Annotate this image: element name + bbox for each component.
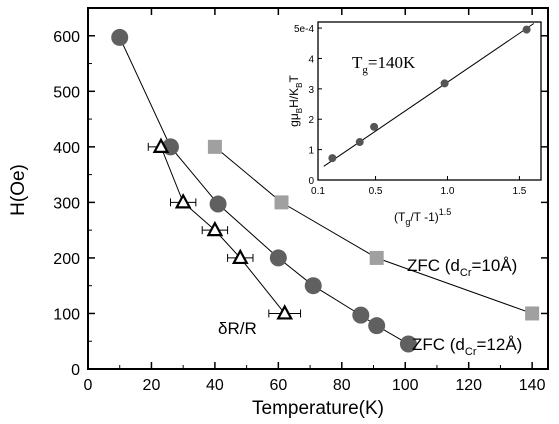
inset-data-point (440, 79, 449, 88)
inset-data-points (328, 25, 531, 163)
inset-data-point (370, 122, 379, 131)
inset-y-tick-label: 2 (308, 115, 314, 126)
series-label-dr-r: δR/R (218, 319, 257, 338)
inset-y-tick-label: 1 (308, 146, 314, 157)
inset-data-point (328, 154, 337, 163)
data-point-triangle (206, 220, 224, 237)
inset-axis-ticks (317, 27, 520, 181)
main-plot-frame (87, 7, 549, 370)
data-point-circle (352, 306, 370, 324)
inset-x-tick-label: 1.0 (441, 186, 455, 197)
inset-frame (317, 21, 542, 181)
data-point-triangle (231, 248, 249, 265)
x-tick-label: 140 (519, 377, 546, 394)
x-tick-label: 0 (84, 377, 93, 394)
y-tick-label: 500 (53, 84, 80, 101)
data-point-circle (111, 28, 129, 46)
x-tick-label: 40 (206, 377, 224, 394)
data-point-triangle (276, 304, 294, 320)
y-tick-label: 600 (53, 29, 80, 46)
data-point-circle (209, 195, 227, 213)
data-point-triangle (174, 193, 192, 209)
inset-data-point (522, 25, 531, 34)
inset-y-tick-label: 0 (308, 176, 314, 187)
data-point-square (274, 195, 289, 210)
x-tick-label: 100 (392, 377, 419, 394)
y-tick-label: 0 (71, 362, 80, 379)
inset-tick-labels: 0.1 0.5 1.0 1.5 0 1 2 3 4 5e-4 (294, 24, 527, 197)
main-error-bars (147, 142, 302, 318)
x-axis-label: Temperature(K) (252, 398, 384, 419)
data-point-circle (399, 335, 417, 353)
inset-x-tick-label: 0.1 (311, 186, 325, 197)
data-point-square (369, 250, 384, 265)
y-tick-label: 300 (53, 195, 80, 212)
inset-y-tick-label: 4 (308, 54, 314, 65)
main-axis-ticks (87, 8, 548, 370)
y-tick-label: 400 (53, 140, 80, 157)
x-tick-label: 60 (269, 377, 287, 394)
data-point-square (207, 139, 222, 154)
inset-y-tick-label: 3 (308, 85, 314, 96)
main-data-points (111, 28, 540, 353)
data-point-square (525, 306, 540, 321)
inset-y-axis-label: gμBH/KBT (287, 75, 304, 127)
y-tick-label: 200 (53, 251, 80, 268)
inset-y-tick-label: 5e-4 (294, 24, 314, 35)
data-point-circle (304, 277, 322, 295)
y-tick-label: 100 (53, 306, 80, 323)
series-label-zfc-10: ZFC (dCr=10Å) (407, 256, 517, 279)
y-axis-label: H(Oe) (8, 164, 29, 216)
x-tick-label: 20 (143, 377, 161, 394)
data-point-triangle (152, 137, 170, 153)
data-point-circle (269, 249, 287, 267)
inset-x-tick-label: 0.5 (369, 186, 383, 197)
x-tick-label: 120 (455, 377, 482, 394)
inset-annotation: Tg=140K (352, 53, 416, 76)
inset-x-axis-label: (Tg/T -1)1.5 (394, 207, 451, 227)
series-line (214, 146, 533, 314)
series-label-zfc-12: ZFC (dCr=12Å) (412, 335, 522, 358)
inset-data-point (355, 138, 364, 147)
inset-x-tick-label: 1.5 (512, 186, 526, 197)
data-point-circle (368, 317, 386, 335)
x-tick-label: 80 (333, 377, 351, 394)
